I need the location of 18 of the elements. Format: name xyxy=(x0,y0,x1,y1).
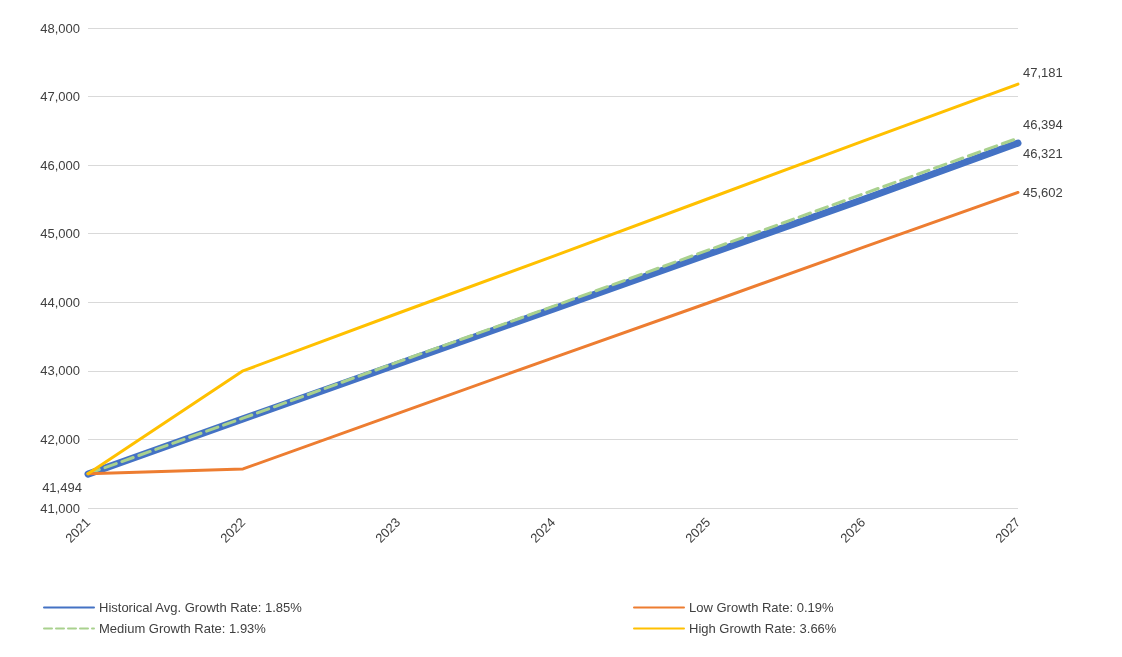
data-label: 45,602 xyxy=(1023,184,1063,200)
data-label: 41,494 xyxy=(42,480,82,496)
y-tick-label: 48,000 xyxy=(40,20,80,36)
y-tick-label: 43,000 xyxy=(40,363,80,379)
y-tick-label: 41,000 xyxy=(40,500,80,516)
y-tick-label: 47,000 xyxy=(40,89,80,105)
line-series xyxy=(86,190,1020,476)
legend-label: High Growth Rate: 3.66% xyxy=(689,621,837,636)
data-label: 46,321 xyxy=(1023,145,1063,161)
data-label: 46,394 xyxy=(1023,116,1063,132)
y-tick-label: 42,000 xyxy=(40,431,80,447)
y-tick-label: 46,000 xyxy=(40,157,80,173)
data-label: 47,181 xyxy=(1023,64,1063,80)
legend-label: Medium Growth Rate: 1.93% xyxy=(99,621,267,636)
y-tick-label: 44,000 xyxy=(40,294,80,310)
legend-label: Low Growth Rate: 0.19% xyxy=(689,600,834,615)
legend-label: Historical Avg. Growth Rate: 1.85% xyxy=(99,600,303,615)
y-tick-label: 45,000 xyxy=(40,226,80,242)
